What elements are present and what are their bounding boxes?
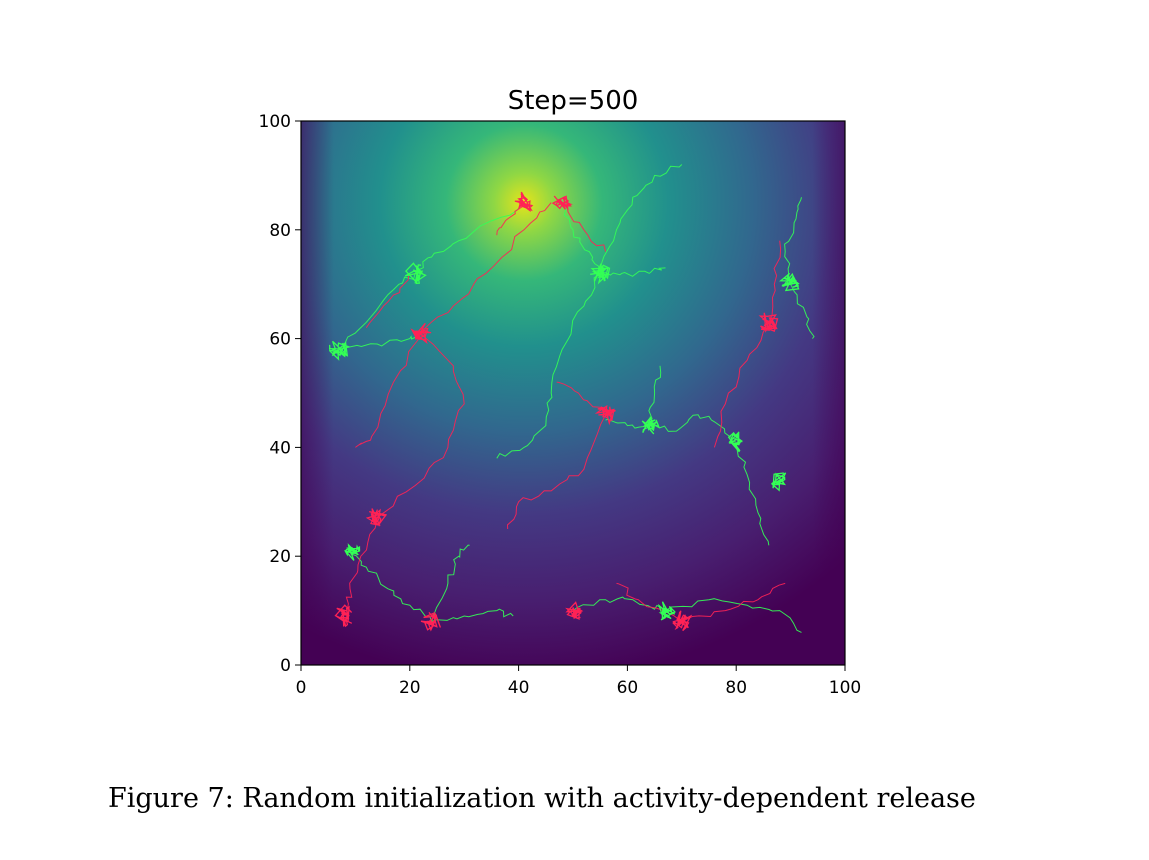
red-cluster — [672, 610, 693, 632]
green-trail — [599, 164, 683, 274]
y-tick-label: 60 — [269, 330, 291, 350]
green-trail — [665, 598, 802, 633]
red-trail — [365, 272, 416, 328]
green-trail — [338, 332, 421, 350]
green-trail — [648, 365, 662, 426]
green-trail — [496, 272, 601, 459]
green-trail — [338, 273, 416, 350]
red-cluster — [551, 195, 573, 211]
red-trail — [506, 414, 607, 530]
green-cluster — [590, 262, 611, 285]
red-trail — [768, 240, 782, 323]
x-tick-label: 60 — [617, 678, 639, 698]
chart: 0 20 40 60 80 100 0 20 40 60 80 100 Step=500 — [259, 86, 862, 698]
green-cluster — [344, 543, 361, 561]
red-cluster — [420, 612, 442, 632]
y-tick-label: 0 — [280, 656, 291, 676]
green-trail — [649, 414, 737, 443]
green-trail — [784, 197, 802, 285]
green-trail — [561, 202, 601, 274]
y-tick-label: 80 — [269, 221, 291, 241]
y-tick-label: 100 — [259, 112, 291, 132]
x-tick-label: 40 — [508, 678, 530, 698]
green-cluster — [771, 472, 787, 492]
figure-caption: Figure 7: Random initialization with act… — [108, 783, 976, 814]
red-trail — [376, 332, 465, 519]
red-trail — [681, 582, 786, 622]
green-trail — [431, 608, 514, 622]
red-trail — [344, 518, 378, 617]
green-trail — [605, 418, 650, 429]
red-cluster — [365, 508, 387, 527]
heatmap-edge-shade — [301, 121, 845, 665]
red-cluster — [334, 604, 353, 628]
red-cluster — [565, 601, 584, 620]
red-cluster — [410, 322, 432, 345]
red-cluster — [758, 312, 779, 333]
red-trail — [561, 202, 607, 252]
x-tick-label: 20 — [399, 678, 421, 698]
red-trail — [496, 202, 525, 236]
green-trail — [431, 544, 470, 622]
red-trail — [420, 202, 552, 334]
red-cluster — [594, 405, 616, 426]
y-tick-label: 40 — [269, 438, 291, 458]
green-cluster — [779, 272, 800, 292]
green-trail — [790, 283, 815, 339]
green-cluster — [404, 262, 427, 285]
x-tick-label: 80 — [725, 678, 747, 698]
y-tick-label: 20 — [269, 547, 291, 567]
green-trail — [349, 550, 433, 622]
green-trail — [735, 441, 770, 546]
green-cluster — [727, 431, 743, 453]
chart-title: Step=500 — [508, 86, 639, 116]
red-cluster — [514, 191, 534, 213]
red-trail — [713, 322, 770, 448]
trails-group — [328, 164, 815, 633]
green-trail — [600, 267, 666, 277]
red-trail — [556, 381, 607, 416]
x-tick-label: 100 — [829, 678, 861, 698]
green-cluster — [657, 601, 676, 621]
plot-frame — [300, 120, 846, 666]
red-trail — [355, 333, 422, 448]
green-cluster — [641, 416, 661, 435]
x-tick-label: 0 — [296, 678, 307, 698]
green-trail — [414, 202, 525, 274]
green-cluster — [328, 340, 351, 361]
